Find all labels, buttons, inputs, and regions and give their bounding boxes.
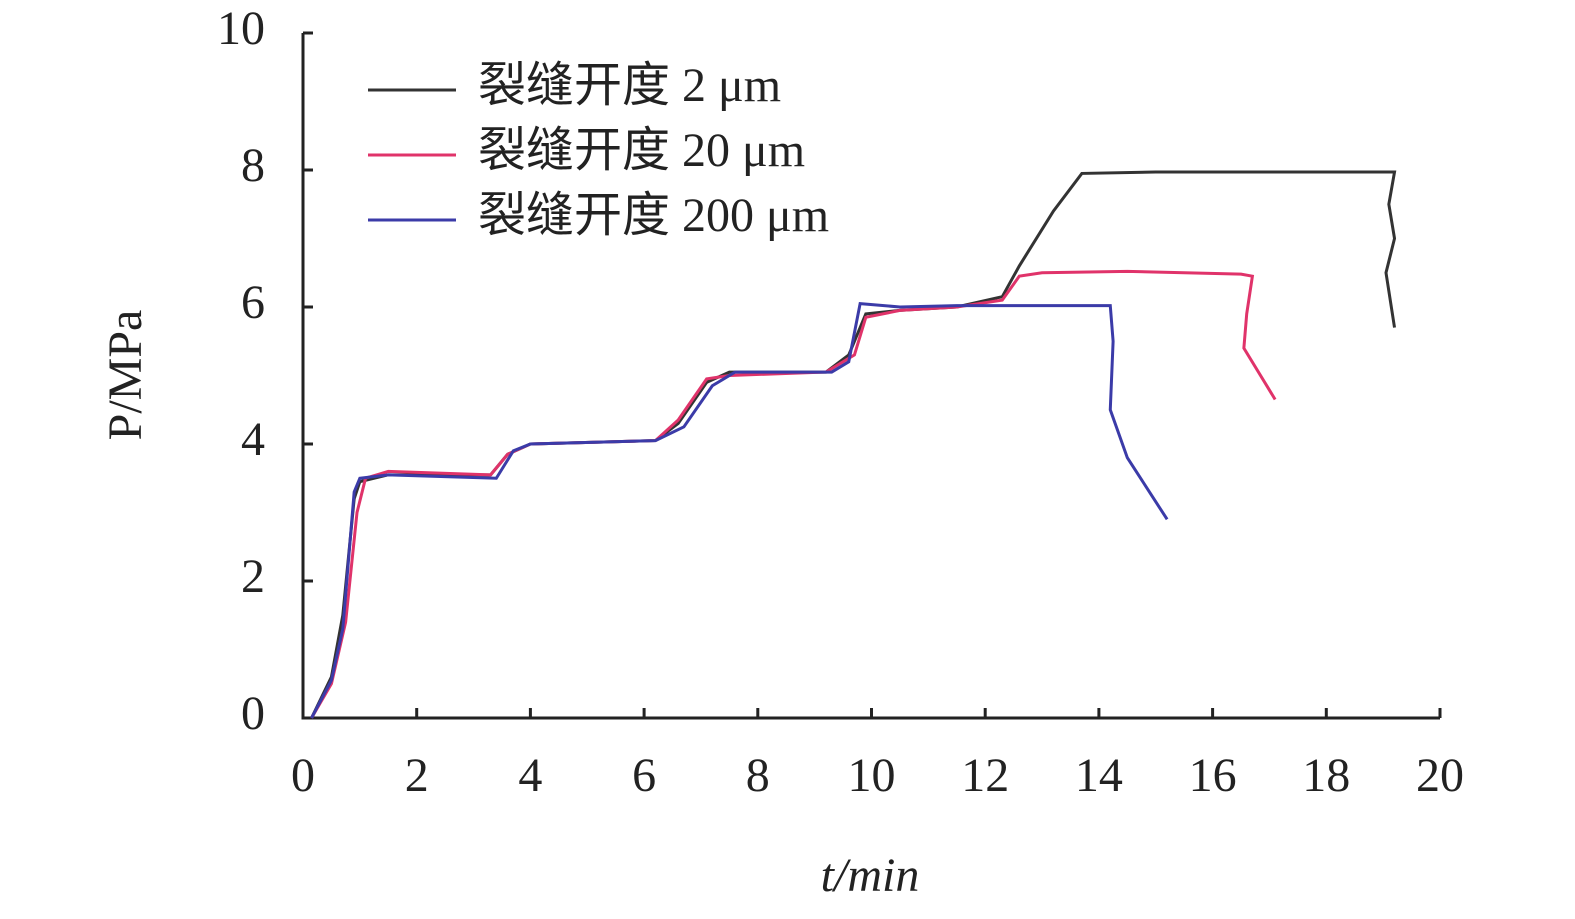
x-tick-label: 6: [632, 749, 656, 802]
x-tick-label: 16: [1189, 749, 1237, 802]
y-tick-label: 0: [241, 687, 265, 740]
series-line: [310, 269, 1277, 719]
y-tick-label: 10: [217, 2, 265, 55]
series-line: [310, 301, 1169, 719]
y-tick-label: 6: [241, 276, 265, 329]
x-tick-label: 14: [1075, 749, 1123, 802]
x-tick-label: 0: [291, 749, 315, 802]
series-line: [310, 170, 1397, 719]
x-tick-label: 4: [518, 749, 542, 802]
legend-label: 裂缝开度 20 μm: [478, 124, 805, 177]
x-axis-label: t/min: [821, 849, 920, 902]
y-axis-label: P/MPa: [99, 310, 152, 441]
axes: [301, 33, 1440, 720]
legend-label: 裂缝开度 2 μm: [478, 59, 781, 112]
x-tick-label: 8: [746, 749, 770, 802]
legend-label: 裂缝开度 200 μm: [478, 189, 829, 242]
x-tick-label: 18: [1302, 749, 1350, 802]
y-tick-label: 4: [241, 413, 265, 466]
x-tick-label: 2: [405, 749, 429, 802]
x-tick-label: 10: [848, 749, 896, 802]
x-tick-label: 12: [961, 749, 1009, 802]
y-tick-label: 8: [241, 139, 265, 192]
x-tick-label: 20: [1416, 749, 1464, 802]
y-tick-label: 2: [241, 550, 265, 603]
